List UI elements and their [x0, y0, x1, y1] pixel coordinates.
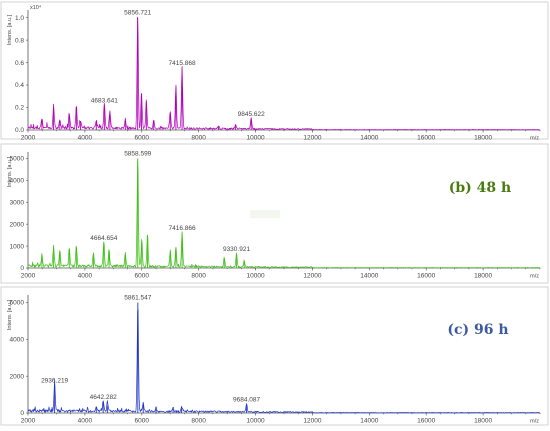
panel-3-y-tick-label: 4000: [10, 337, 25, 344]
panel-1-y-tick-label: 0.0: [15, 127, 24, 134]
panel-1-x-axis-label: m/z: [530, 136, 539, 142]
panel-2-y-tick-label: 0: [20, 265, 24, 272]
panel-2-x-tick-label: 2000: [21, 273, 36, 280]
panel-3-x-tick-label: 4000: [78, 418, 93, 425]
panel-1-x-tick-label: 14000: [360, 135, 378, 142]
panel-2-x-axis-label: m/z: [530, 274, 539, 280]
panel-3-x-tick-label: 10000: [247, 418, 265, 425]
panel-3-y-axis-label: Intens. [a.u.]: [7, 299, 13, 330]
panel-2-bg-band: [250, 210, 280, 218]
panel-3-peak-label: 4642.282: [90, 394, 117, 401]
panel-3-x-tick-label: 2000: [21, 418, 36, 425]
panel-3-x-axis-label: m/z: [530, 419, 539, 425]
panel-3-x-tick-label: 8000: [191, 418, 206, 425]
panel-3-peak-label: 5861.547: [124, 295, 151, 302]
panel-2-y-tick-label: 4000: [10, 178, 25, 185]
panel-2-y-tick-label: 3000: [10, 199, 25, 206]
panel-1-y-scale-note: x10⁴: [30, 4, 42, 11]
panel-1-y-axis-label: Intens. [a.u.]: [7, 14, 13, 45]
panel-1-y-tick-label: 1.0: [15, 15, 24, 22]
panel-3-peak-label: 2936.219: [41, 377, 68, 384]
panel-2-peak-label: 4664.654: [90, 235, 117, 242]
panel-2-peak-label: 5858.599: [124, 150, 151, 157]
panel-1-y-tick-label: 0.6: [15, 60, 24, 67]
panel-2-peak-label: 7416.866: [169, 225, 196, 232]
panel-2-frame: [0, 143, 549, 284]
panel-2-y-tick-label: 5000: [10, 156, 25, 163]
panel-3-y-tick-label: 0: [20, 410, 24, 417]
panel-2-y-tick-label: 2000: [10, 221, 25, 228]
panel-1-x-tick-label: 12000: [303, 135, 321, 142]
panel-2-x-tick-label: 16000: [417, 273, 435, 280]
panel-1-x-tick-label: 10000: [247, 135, 265, 142]
panel-3-x-tick-label: 16000: [417, 418, 435, 425]
panel-1-x-tick-label: 4000: [78, 135, 93, 142]
panel-2-x-tick-label: 18000: [474, 273, 492, 280]
panel-1-peak-label: 4683.641: [91, 97, 118, 104]
panel-1-y-tick-label: 0.8: [15, 37, 24, 44]
panel-1-frame: [0, 1, 549, 140]
panel-3-frame: [0, 286, 549, 426]
panel-1-peak-label: 7415.868: [168, 60, 195, 67]
panel-2-y-tick-label: 1000: [10, 243, 25, 250]
panel-2-x-tick-label: 10000: [247, 273, 265, 280]
panel-2-spectrum-line: [27, 160, 541, 269]
panel-1-x-tick-label: 16000: [417, 135, 435, 142]
panel-3-title: (c) 96 h: [447, 322, 508, 338]
panel-3-x-tick-label: 18000: [474, 418, 492, 425]
panel-1-x-tick-label: 2000: [21, 135, 36, 142]
panel-1-x-tick-label: 6000: [135, 135, 150, 142]
panel-2-x-tick-label: 6000: [135, 273, 150, 280]
panel-1-spectrum-line: [27, 16, 541, 131]
panel-3-x-tick-label: 6000: [135, 418, 150, 425]
panel-2-y-axis-label: Intens. [a.u.]: [7, 156, 13, 187]
panel-1-x-tick-label: 18000: [474, 135, 492, 142]
panel-1-y-tick-label: 0.2: [15, 105, 24, 112]
panel-2-x-tick-label: 12000: [303, 273, 321, 280]
panel-1-peak-label: 9845.622: [238, 111, 265, 118]
panel-3-x-tick-label: 14000: [360, 418, 378, 425]
panel-2-x-tick-label: 14000: [360, 273, 378, 280]
panel-3-peak-label: 9684.087: [233, 397, 260, 404]
panel-2-title: (b) 48 h: [449, 180, 511, 196]
panel-2-x-tick-label: 8000: [191, 273, 206, 280]
panel-3-y-tick-label: 2000: [10, 373, 25, 380]
panel-3-spectrum-line: [27, 308, 541, 414]
panel-1-x-tick-label: 8000: [191, 135, 206, 142]
panel-3-x-tick-label: 12000: [303, 418, 321, 425]
panel-3-y-tick-label: 6000: [10, 300, 25, 307]
panel-2-x-tick-label: 4000: [78, 273, 93, 280]
panel-2-peak-label: 9330.921: [223, 246, 250, 253]
panel-1-peak-label: 5856.721: [124, 10, 151, 17]
panel-1-y-tick-label: 0.4: [15, 82, 24, 89]
